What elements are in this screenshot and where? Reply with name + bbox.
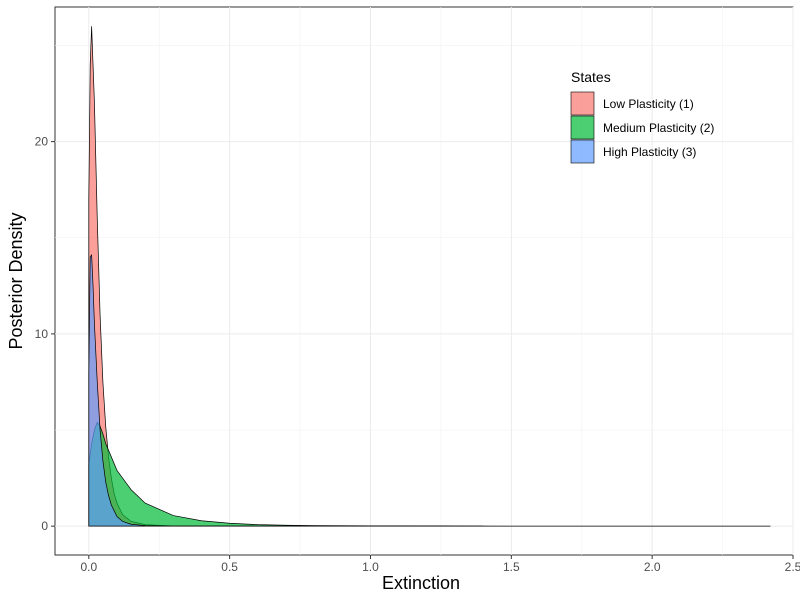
legend-key-low-plasticity (570, 91, 595, 116)
legend-key-high-plasticity (570, 139, 595, 164)
axis-ticks: 0.0 0.5 1.0 1.5 2.0 2.5 0 10 20 (35, 135, 800, 574)
x-tick-label: 0.5 (221, 560, 238, 574)
legend-label-low-plasticity: Low Plasticity (1) (603, 97, 694, 111)
x-tick-label: 1.0 (362, 560, 379, 574)
density-area-high-plasticity-3 (88, 254, 450, 527)
legend-label-high-plasticity: High Plasticity (3) (603, 145, 696, 159)
x-tick-label: 2.0 (644, 560, 661, 574)
x-tick-label: 2.5 (785, 560, 800, 574)
y-tick-label: 0 (41, 519, 48, 533)
legend: States Low Plasticity (1) Medium Plastic… (570, 69, 714, 164)
legend-label-medium-plasticity: Medium Plasticity (2) (603, 121, 714, 135)
legend-key-medium-plasticity (570, 115, 595, 140)
legend-title: States (571, 69, 611, 85)
x-tick-label: 1.5 (503, 560, 520, 574)
y-tick-label: 10 (35, 327, 49, 341)
x-tick-label: 0.0 (80, 560, 97, 574)
grid (55, 7, 794, 555)
density-areas (88, 26, 771, 527)
x-axis-title: Extinction (382, 573, 460, 593)
panel-border (54, 6, 794, 556)
y-axis-title: Posterior Density (6, 212, 26, 349)
y-tick-label: 20 (35, 135, 49, 149)
